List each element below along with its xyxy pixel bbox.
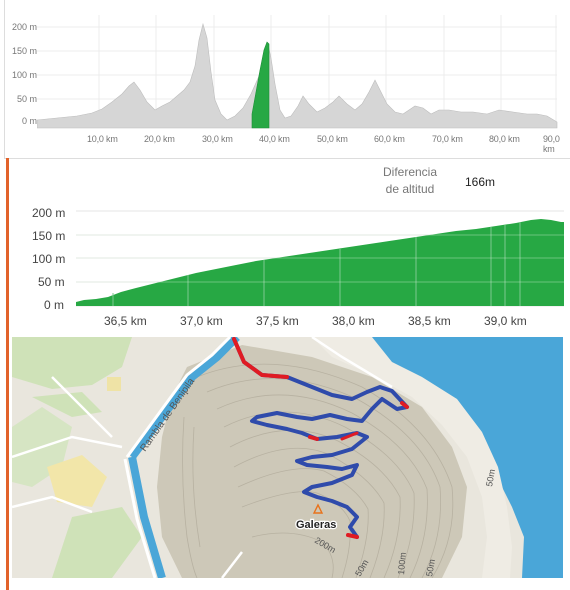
overview-y-axis: 200 m 150 m 100 m 50 m 0 m — [5, 22, 37, 132]
y-tick: 50 m — [38, 275, 65, 289]
x-tick: 37,5 km — [256, 314, 299, 328]
contour-label: 50m — [424, 558, 437, 577]
canal — [128, 337, 240, 460]
x-tick: 40,0 km — [259, 134, 290, 144]
segment-y-axis: 200 m 150 m 100 m 50 m 0 m — [12, 204, 70, 314]
y-tick: 100 m — [32, 252, 66, 266]
y-tick: 0 m — [44, 298, 65, 312]
peak-label: Galeras — [296, 519, 336, 531]
segment-profile-area — [76, 219, 564, 306]
elevation-diff-label: Diferencia de altitud — [370, 164, 450, 198]
elevation-diff-value: 166m — [465, 175, 496, 189]
y-tick: 200 m — [32, 206, 66, 220]
y-tick: 100 m — [11, 70, 37, 80]
x-tick: 60,0 km — [374, 134, 405, 144]
overview-profile-plot — [37, 15, 558, 129]
x-tick: 39,0 km — [484, 314, 527, 328]
segment-x-axis: 36,5 km 37,0 km 37,5 km 38,0 km 38,5 km … — [76, 314, 564, 330]
overview-highlight-area — [251, 41, 270, 129]
overview-elevation-chart[interactable]: 200 m 150 m 100 m 50 m 0 m 10,0 km 20,0 … — [4, 0, 570, 159]
y-tick: 50 m — [16, 94, 37, 104]
y-tick: 150 m — [32, 229, 66, 243]
x-tick: 10,0 km — [87, 134, 118, 144]
x-tick: 36,5 km — [104, 314, 147, 328]
y-tick: 150 m — [11, 46, 37, 56]
elevation-diff-label-line2: de altitud — [385, 182, 435, 196]
contour-label: 100m — [396, 552, 408, 575]
elevation-diff-label-line1: Diferencia — [382, 165, 438, 179]
peak-marker-icon[interactable] — [312, 503, 324, 514]
y-tick: 0 m — [21, 116, 37, 126]
x-tick: 50,0 km — [317, 134, 348, 144]
overview-x-axis: 10,0 km 20,0 km 30,0 km 40,0 km 50,0 km … — [37, 134, 570, 154]
route-map[interactable]: Galeras Rambla de Benipila 200m 50m 100m… — [12, 337, 563, 578]
segment-profile-plot — [76, 210, 564, 307]
x-tick: 38,0 km — [332, 314, 375, 328]
elevation-diff-stat: Diferencia de altitud 166m — [370, 164, 560, 200]
x-tick: 20,0 km — [144, 134, 175, 144]
y-tick: 200 m — [11, 22, 37, 32]
sea — [330, 337, 563, 578]
segment-accent-bar — [6, 158, 9, 590]
x-tick: 30,0 km — [202, 134, 233, 144]
overview-profile-area — [37, 22, 558, 129]
map-canvas[interactable]: Galeras Rambla de Benipila 200m 50m 100m… — [12, 337, 563, 578]
x-tick: 90,0 km — [543, 134, 560, 154]
x-tick: 38,5 km — [408, 314, 451, 328]
contour-label: 50m — [484, 468, 497, 487]
x-tick: 37,0 km — [180, 314, 223, 328]
x-tick: 70,0 km — [432, 134, 463, 144]
route-track — [232, 337, 409, 539]
segment-elevation-chart[interactable]: 200 m 150 m 100 m 50 m 0 m — [12, 204, 568, 330]
x-tick: 80,0 km — [489, 134, 520, 144]
